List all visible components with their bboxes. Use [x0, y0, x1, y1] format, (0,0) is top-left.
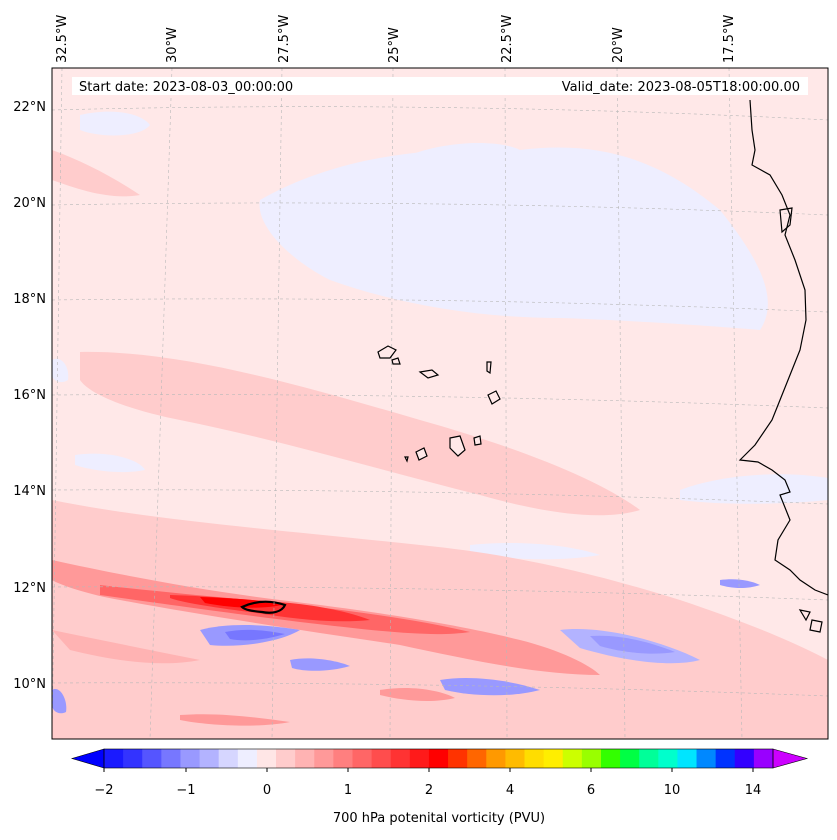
latitude-axis-labels: 22°N 20°N 18°N 16°N 14°N 12°N 10°N: [13, 100, 46, 692]
colorbar: [70, 748, 809, 772]
colorbar-segment: [390, 749, 411, 768]
colorbar-segment: [428, 749, 449, 768]
colorbar-tick-labels: −2 −1 0 1 2 4 6 10 14: [94, 783, 761, 798]
colorbar-segment: [218, 749, 239, 768]
colorbar-segment: [371, 749, 392, 768]
colorbar-min-extension: [70, 748, 105, 769]
cbar-tick-label: 10: [664, 783, 681, 798]
colorbar-label: 700 hPa potenital vorticity (PVU): [333, 811, 545, 826]
lat-label-22n: 22°N: [13, 100, 46, 115]
cape-verde-islands: [377, 345, 501, 463]
colorbar-segment: [524, 749, 545, 768]
colorbar-segment: [620, 749, 640, 768]
colorbar-segment: [104, 749, 124, 768]
positive-pv-bands: [52, 150, 828, 739]
cbar-tick-label: 14: [745, 783, 762, 798]
cbar-tick-label: 0: [263, 783, 271, 798]
colorbar-segment: [486, 749, 506, 768]
lon-label-25w: 25°W: [387, 27, 402, 63]
cbar-tick-label: −2: [94, 783, 113, 798]
colorbar-segment: [142, 749, 162, 768]
pv-max-contour: [240, 600, 287, 614]
lat-label-12n: 12°N: [13, 581, 46, 596]
colorbar-segment: [314, 749, 334, 768]
colorbar-segment: [639, 749, 659, 768]
lon-label-30w: 30°W: [165, 27, 180, 63]
cbar-tick-label: 4: [506, 783, 514, 798]
colorbar-segment: [237, 749, 258, 768]
colorbar-segment: [467, 749, 487, 768]
lat-label-18n: 18°N: [13, 292, 46, 307]
map-frame: [51, 67, 829, 740]
colorbar-segment: [658, 749, 678, 768]
colorbar-segment: [734, 749, 755, 768]
pv-strong-band: [52, 560, 600, 726]
colorbar-segment: [161, 749, 181, 768]
colorbar-segment: [505, 749, 526, 768]
cbar-tick-label: 2: [425, 783, 433, 798]
lon-label-20w: 20°W: [611, 27, 626, 63]
lon-label-27-5w: 27.5°W: [277, 15, 292, 63]
lon-label-32-5w: 32.5°W: [55, 15, 70, 63]
colorbar-segment: [543, 749, 564, 768]
colorbar-segment: [123, 749, 143, 768]
colorbar-segment: [696, 749, 717, 768]
lat-label-16n: 16°N: [13, 388, 46, 403]
colorbar-segment: [600, 749, 621, 768]
cbar-tick-label: −1: [176, 783, 195, 798]
lat-label-20n: 20°N: [13, 196, 46, 211]
colorbar-segment: [256, 749, 277, 768]
colorbar-segment: [409, 749, 430, 768]
start-date-label: Start date: 2023-08-03_00:00:00: [79, 80, 293, 95]
colorbar-segment: [562, 749, 583, 768]
colorbar-segment: [276, 749, 296, 768]
colorbar-segment: [333, 749, 353, 768]
colorbar-frame: [103, 748, 774, 769]
cbar-tick-label: 1: [344, 783, 352, 798]
longitude-axis-labels: 32.5°W 30°W 27.5°W 25°W 22.5°W 20°W 17.5…: [55, 15, 737, 63]
colorbar-segment: [677, 749, 698, 768]
pv-field: [52, 68, 828, 739]
colorbar-segment: [581, 749, 602, 768]
coastline: [738, 99, 828, 633]
graticule: [52, 68, 828, 739]
cbar-tick-label: 6: [587, 783, 595, 798]
lat-label-14n: 14°N: [13, 484, 46, 499]
colorbar-segment: [715, 749, 736, 768]
negative-pv-regions: [52, 111, 828, 718]
pv-negative-blobs: [52, 579, 760, 714]
colorbar-segment: [199, 749, 220, 768]
lon-label-22-5w: 22.5°W: [500, 15, 515, 63]
header-box: [72, 77, 808, 95]
colorbar-segment: [753, 749, 774, 768]
valid-date-label: Valid_date: 2023-08-05T18:00:00.00: [562, 80, 800, 95]
colorbar-max-extension: [772, 748, 809, 769]
lat-label-10n: 10°N: [13, 677, 46, 692]
colorbar-segment: [448, 749, 468, 768]
colorbar-segment: [295, 749, 315, 768]
lon-label-17-5w: 17.5°W: [722, 15, 737, 63]
colorbar-segment: [180, 749, 201, 768]
colorbar-segment: [352, 749, 373, 768]
